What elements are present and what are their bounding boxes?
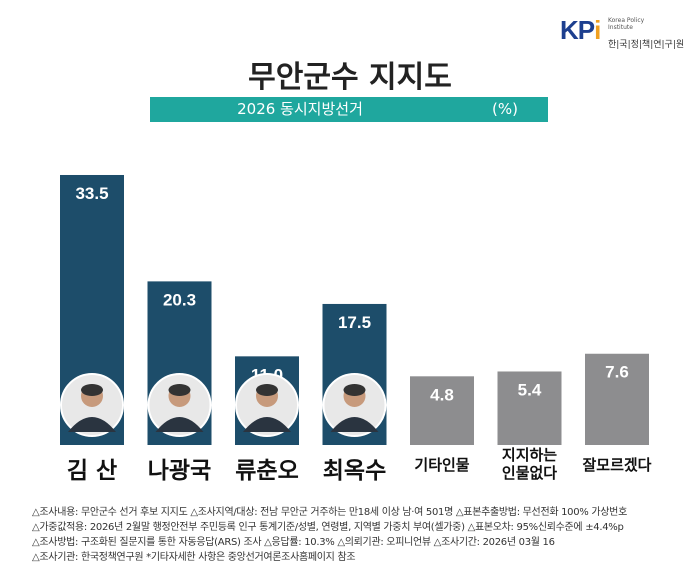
category-label: 지지하는	[502, 446, 557, 464]
kpi-logo: KPi Korea Policy Institute 한|국|정|책|연|구|원	[560, 15, 685, 50]
data-label: 4.8	[430, 385, 454, 404]
category-label: 인물없다	[502, 464, 557, 482]
bar	[410, 376, 474, 445]
data-label: 5.4	[518, 380, 542, 399]
data-label: 17.5	[338, 313, 371, 332]
footnote-line: △가중값적용: 2026년 2월말 행정안전부 주민등록 인구 통계기준/성별,…	[32, 522, 624, 533]
category-label: 잘모르겠다	[582, 456, 651, 474]
logo-korean: 한|국|정|책|연|구|원	[608, 40, 685, 50]
category-label: 기타인물	[414, 456, 469, 474]
bar-chart: 33.5김 산20.3나광국11.0류춘오17.5최옥수4.8기타인물5.4지지…	[60, 174, 652, 484]
bar	[585, 353, 649, 445]
unit-label: (%)	[492, 100, 518, 118]
candidate-photo	[60, 373, 124, 437]
footnote-line: △조사기관: 한국정책연구원 *기타자세한 사항은 중앙선거여론조사홈페이지 참…	[32, 552, 356, 563]
footnote-line: △조사내용: 무안군수 선거 후보 지지도 △조사지역/대상: 전남 무안군 거…	[32, 507, 627, 518]
category-label: 최옥수	[323, 458, 386, 484]
subtitle: 2026 동시지방선거	[237, 100, 363, 118]
category-label: 김 산	[67, 458, 117, 484]
candidate-photo	[322, 373, 387, 437]
category-label: 류춘오	[235, 458, 298, 484]
candidate-photo	[147, 373, 212, 437]
survey-footnotes: △조사내용: 무안군수 선거 후보 지지도 △조사지역/대상: 전남 무안군 거…	[32, 505, 627, 565]
candidate-photo	[235, 373, 299, 437]
data-label: 33.5	[75, 184, 108, 203]
chart-title: 무안군수 지지도	[248, 60, 452, 95]
data-label: 7.6	[605, 363, 629, 382]
data-label: 20.3	[163, 290, 196, 309]
category-label: 나광국	[148, 458, 211, 484]
footnote-line: △조사방법: 구조화된 질문지를 통한 자동응답(ARS) 조사 △응답률: 1…	[32, 537, 555, 548]
bar	[497, 371, 562, 445]
subtitle-banner: 2026 동시지방선거 (%)	[150, 97, 548, 122]
